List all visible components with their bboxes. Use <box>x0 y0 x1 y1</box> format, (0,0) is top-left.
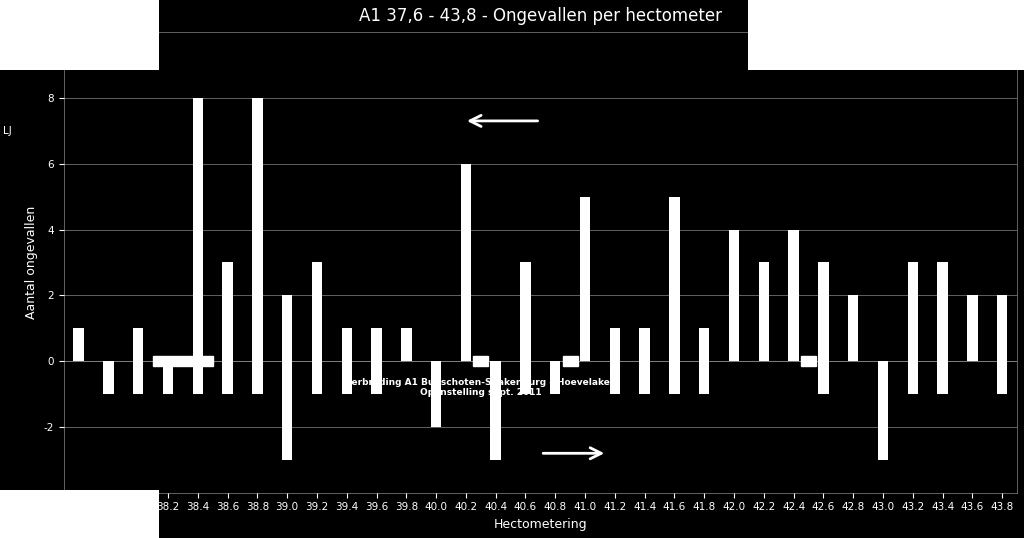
Bar <box>609 361 621 394</box>
Bar <box>788 230 799 361</box>
Bar <box>609 328 621 361</box>
Bar <box>163 361 173 394</box>
Legend: VOC: VOC <box>70 38 135 58</box>
Bar <box>282 295 293 361</box>
Text: 10: 10 <box>0 27 11 37</box>
Bar <box>401 328 412 361</box>
Bar <box>193 361 203 394</box>
Bar <box>520 361 530 394</box>
Bar <box>937 361 948 394</box>
Bar <box>133 361 143 394</box>
Bar <box>520 263 530 361</box>
Bar <box>461 164 471 361</box>
Bar <box>473 356 488 366</box>
Bar <box>563 356 578 366</box>
Bar <box>967 295 978 361</box>
Bar <box>759 263 769 361</box>
Bar <box>103 361 114 394</box>
Bar <box>252 361 262 394</box>
Bar <box>818 361 828 394</box>
Bar <box>907 361 918 394</box>
Bar <box>311 263 323 361</box>
Bar <box>997 361 1008 394</box>
Bar <box>252 98 262 361</box>
Bar <box>878 361 888 460</box>
Bar <box>342 328 352 361</box>
Text: LJ: LJ <box>2 126 11 136</box>
Bar <box>907 263 918 361</box>
Bar <box>282 361 293 460</box>
Bar <box>639 361 650 394</box>
Bar <box>74 328 84 361</box>
Bar <box>372 361 382 394</box>
Bar <box>311 361 323 394</box>
Bar <box>937 263 948 361</box>
Bar <box>154 356 213 366</box>
Bar <box>699 328 710 361</box>
Bar <box>490 361 501 460</box>
Bar <box>342 361 352 394</box>
Bar <box>133 328 143 361</box>
Bar <box>848 295 858 361</box>
Bar <box>699 361 710 394</box>
Bar <box>580 196 590 361</box>
Bar <box>670 361 680 394</box>
X-axis label: Hectometering: Hectometering <box>494 518 587 531</box>
Title: A1 37,6 - 43,8 - Ongevallen per hectometer: A1 37,6 - 43,8 - Ongevallen per hectomet… <box>358 7 722 25</box>
Bar <box>193 98 203 361</box>
Bar <box>997 295 1008 361</box>
Bar <box>818 263 828 361</box>
Bar <box>222 361 232 394</box>
Y-axis label: Aantal ongevallen: Aantal ongevallen <box>25 206 38 319</box>
Bar <box>372 328 382 361</box>
Bar <box>431 361 441 427</box>
Bar <box>550 361 560 394</box>
Bar <box>670 196 680 361</box>
Bar <box>639 328 650 361</box>
Text: Verbreding A1 Bunschoten-Spakenburg – Hoevelaken
Openstelling sept. 2011: Verbreding A1 Bunschoten-Spakenburg – Ho… <box>345 378 616 397</box>
Bar <box>729 230 739 361</box>
Bar <box>222 263 232 361</box>
Bar <box>801 356 816 366</box>
